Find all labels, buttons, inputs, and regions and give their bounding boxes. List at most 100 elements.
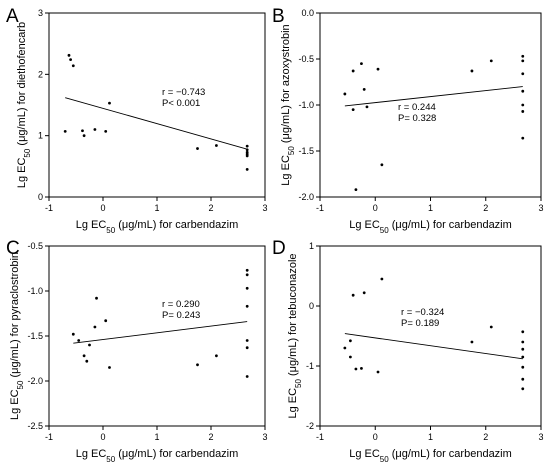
panel-letter: C — [6, 238, 20, 259]
data-point — [245, 304, 249, 308]
data-point — [88, 343, 91, 347]
data-point — [489, 59, 493, 63]
data-point — [63, 129, 67, 133]
data-point — [376, 67, 380, 71]
data-point — [245, 273, 249, 277]
stat-annotation: r = −0.743 — [162, 87, 205, 98]
data-point — [67, 53, 71, 57]
data-point — [343, 346, 347, 350]
x-tick-label: 1 — [428, 203, 433, 213]
data-point — [95, 296, 98, 300]
x-tick-label: 3 — [538, 432, 543, 442]
y-tick-label: -1.5 — [298, 146, 314, 156]
y-tick-label: 3 — [38, 8, 43, 18]
y-axis-label: Lg EC50 (μg/mL) for tebuconazole — [287, 253, 303, 418]
data-point — [521, 377, 525, 381]
y-tick-label: 1 — [38, 131, 43, 141]
data-point — [104, 129, 108, 133]
x-axis-label: Lg EC50 (μg/mL) for carbendazim — [349, 448, 512, 463]
data-point — [71, 64, 75, 68]
data-point — [71, 332, 75, 336]
data-point — [489, 325, 493, 329]
data-point — [354, 367, 358, 371]
data-point — [245, 286, 249, 290]
plot-frame — [48, 12, 266, 198]
regression-line — [344, 86, 523, 107]
data-point — [521, 340, 525, 344]
x-tick-label: -1 — [316, 203, 324, 213]
data-point — [93, 128, 97, 131]
data-point — [348, 339, 352, 343]
data-point — [521, 136, 525, 140]
data-point — [521, 387, 525, 391]
data-point — [215, 144, 218, 147]
y-tick-label: -1.0 — [298, 100, 314, 110]
stat-annotation: r = −0.324 — [401, 307, 444, 318]
y-tick-label: -1.0 — [27, 286, 43, 296]
y-axis-label: Lg EC50 (μg/mL) for pyraclostrobin — [9, 252, 25, 420]
y-tick-label: 0 — [38, 192, 43, 202]
data-point — [85, 359, 89, 363]
data-point — [521, 59, 525, 63]
data-point — [470, 69, 474, 73]
regression-line — [73, 321, 248, 344]
data-point — [521, 330, 525, 334]
y-tick-label: -2 — [306, 421, 314, 431]
x-tick-label: -1 — [45, 203, 53, 213]
stat-annotation: r = 0.244 — [398, 102, 436, 113]
y-tick-label: -2.5 — [27, 421, 43, 431]
data-point — [82, 354, 86, 358]
y-tick-label: -0.5 — [298, 54, 314, 64]
data-point — [245, 268, 249, 272]
data-point — [521, 347, 525, 351]
stat-annotation: r = 0.290 — [162, 299, 200, 310]
regression-line — [344, 333, 523, 360]
data-point — [108, 101, 111, 105]
data-point — [521, 54, 525, 58]
data-point — [196, 363, 199, 367]
data-point — [365, 105, 369, 109]
data-point — [521, 355, 525, 359]
x-tick-label: 1 — [428, 432, 433, 442]
x-tick-label: 2 — [208, 203, 213, 213]
data-point — [380, 163, 384, 167]
plot-frame — [319, 245, 542, 427]
data-point — [93, 325, 97, 329]
data-point — [351, 108, 355, 111]
stat-annotation: P< 0.001 — [162, 98, 200, 109]
panel-c: C-1 0 1 2 3-2.5-2.0-1.5-1.0-0.5Lg EC50 (μg/m… — [6, 238, 268, 463]
data-point — [380, 277, 384, 281]
x-tick-label: 1 — [154, 432, 159, 442]
stat-annotation: P= 0.328 — [398, 113, 436, 124]
x-tick-label: 0 — [373, 432, 378, 442]
x-tick-label: 3 — [262, 432, 267, 442]
data-point — [245, 375, 249, 378]
y-tick-label: -0.5 — [27, 241, 43, 251]
data-point — [362, 291, 366, 295]
x-tick-label: -1 — [316, 432, 324, 442]
data-point — [362, 87, 366, 91]
x-tick-label: 0 — [373, 203, 378, 213]
plot-frame — [48, 245, 266, 427]
x-tick-label: 1 — [154, 203, 159, 213]
data-point — [215, 354, 218, 358]
x-tick-label: 0 — [100, 203, 105, 213]
data-point — [245, 144, 249, 148]
data-point — [245, 168, 249, 171]
data-point — [354, 188, 358, 192]
y-tick-label: -2.0 — [27, 376, 43, 386]
panel-letter: D — [272, 238, 286, 259]
data-point — [351, 293, 355, 297]
data-point — [521, 365, 525, 369]
data-point — [245, 148, 249, 152]
data-point — [348, 355, 352, 359]
x-tick-label: 3 — [262, 203, 267, 213]
x-tick-label: 2 — [483, 432, 488, 442]
data-point — [521, 103, 525, 107]
data-point — [521, 89, 525, 93]
y-axis-label: Lg EC50 (μg/mL) for azoxystrobin — [280, 24, 296, 185]
y-tick-label: 0 — [309, 301, 314, 311]
data-point — [351, 69, 355, 73]
data-point — [360, 62, 363, 65]
x-axis-label: Lg EC50 (μg/mL) for carbendazim — [76, 219, 239, 235]
